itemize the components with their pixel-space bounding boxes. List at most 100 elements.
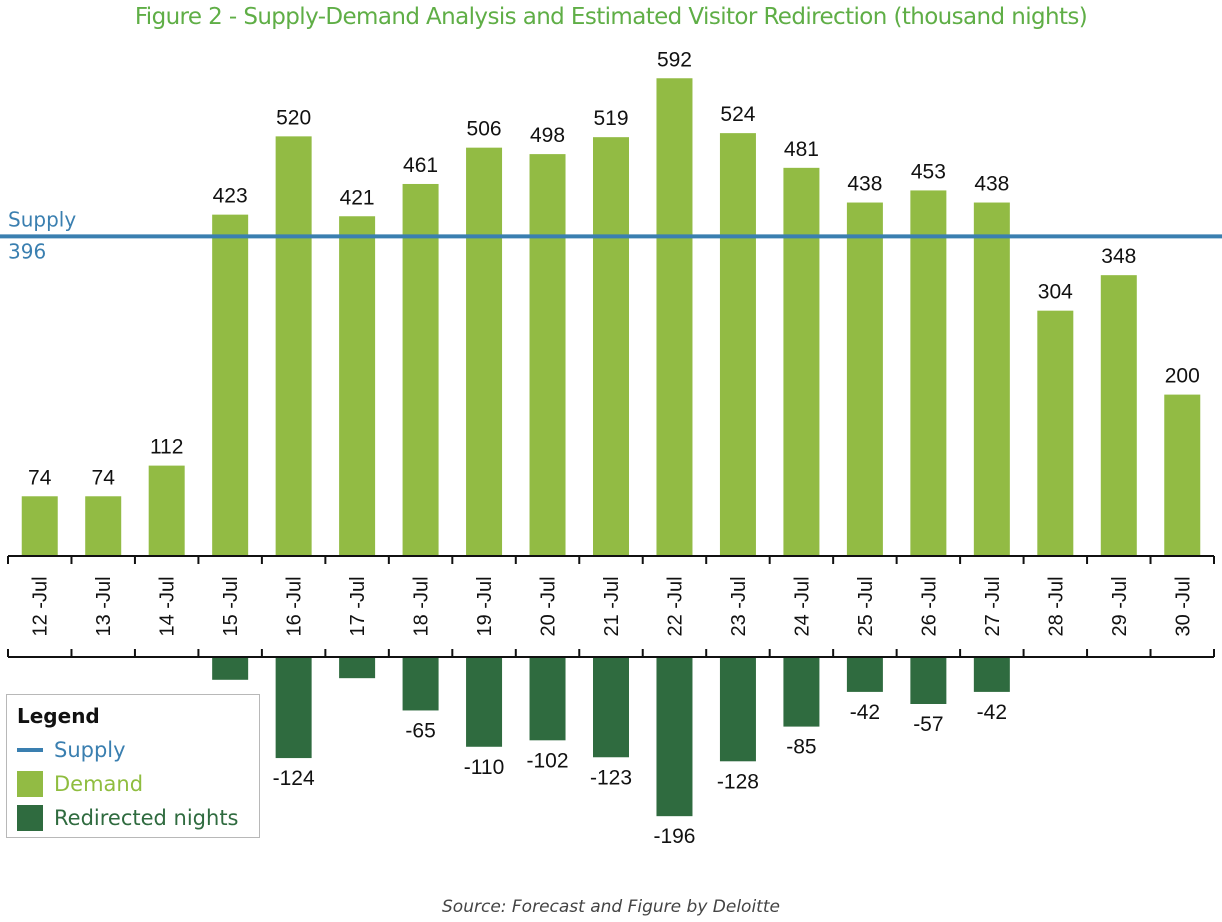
x-tick-label: 30 -Jul	[1172, 576, 1194, 636]
x-tick-label: 18 -Jul	[411, 576, 433, 636]
demand-bar-label: 304	[1038, 281, 1073, 304]
demand-bar	[910, 190, 947, 556]
demand-bar	[466, 147, 503, 556]
demand-bar	[973, 202, 1010, 556]
redirected-bar-label: -102	[527, 749, 569, 772]
demand-bar-label: 481	[784, 138, 819, 161]
source-note: Source: Forecast and Figure by Deloitte	[442, 897, 780, 917]
chart-title: Figure 2 - Supply-Demand Analysis and Es…	[134, 4, 1088, 30]
redirected-bar	[529, 658, 566, 741]
demand-bar	[529, 154, 566, 556]
x-tick-label: 21 -Jul	[601, 576, 623, 636]
redirected-bar	[275, 658, 312, 759]
demand-bar	[1164, 394, 1201, 556]
demand-bar-label: 74	[92, 466, 116, 489]
demand-bar	[846, 202, 883, 556]
demand-bar-label: 453	[911, 160, 946, 183]
redirected-bars: -124 -65 -110 -102 -123 -196 -128 -85 -42 -57 -42	[212, 658, 1010, 848]
redirected-bar	[402, 658, 439, 711]
demand-bar	[339, 216, 376, 557]
x-tick-label: 22 -Jul	[664, 576, 686, 636]
demand-bar-label: 592	[657, 48, 692, 71]
demand-bar-label: 461	[403, 154, 438, 177]
demand-bar	[783, 167, 820, 556]
demand-bar	[402, 183, 439, 556]
demand-bar	[275, 136, 312, 557]
redirected-bar-label: -85	[786, 736, 816, 759]
demand-bar-label: 438	[974, 173, 1009, 196]
demand-bar	[21, 496, 58, 556]
redirected-bar-label: -128	[717, 770, 759, 793]
legend-swatch-redirected	[17, 805, 43, 831]
demand-bar	[593, 137, 629, 557]
demand-bar-label: 421	[340, 186, 375, 209]
redirected-bar	[212, 658, 249, 680]
legend-item-redirected: Redirected nights	[17, 801, 249, 835]
legend-label-supply: Supply	[54, 738, 126, 762]
demand-bars: 74 74 112 423 520 421 461 506 498 519 592 524 481 438…	[21, 48, 1201, 557]
redirected-bar	[339, 658, 376, 679]
x-tick-label: 24 -Jul	[791, 576, 813, 636]
legend-swatch-demand	[17, 771, 43, 797]
redirected-bar	[910, 658, 947, 704]
x-tick-label: 16 -Jul	[284, 576, 306, 636]
demand-bar-label: 524	[720, 103, 755, 126]
redirected-bar-label: -42	[850, 701, 880, 724]
redirected-bar	[656, 658, 693, 817]
x-tick-label: 28 -Jul	[1045, 576, 1067, 636]
demand-bar	[148, 465, 185, 556]
redirected-bar-label: -110	[464, 756, 504, 779]
demand-bar-label: 519	[593, 107, 628, 130]
demand-bar	[719, 133, 756, 556]
supply-line-group: Supply 396	[0, 207, 1222, 263]
x-tick-label: 27 -Jul	[982, 576, 1004, 636]
demand-bar	[85, 496, 122, 556]
demand-bar-label: 112	[150, 436, 183, 459]
x-tick-label: 12 -Jul	[30, 576, 52, 636]
demand-bar-label: 506	[467, 118, 502, 141]
demand-bar-label: 200	[1165, 365, 1200, 388]
redirected-bar	[593, 658, 629, 758]
legend-item-demand: Demand	[17, 767, 249, 801]
demand-bar	[1037, 310, 1074, 556]
demand-bar-label: 520	[276, 106, 311, 129]
legend-label-demand: Demand	[54, 772, 144, 796]
x-tick-label: 23 -Jul	[728, 576, 750, 636]
x-tick-label: 13 -Jul	[93, 576, 115, 636]
redirected-bar-label: -196	[653, 825, 695, 848]
axes: 12 -Jul 13 -Jul 14 -Jul 15 -Jul 16 -Jul 17 -J…	[7, 555, 1215, 658]
legend: Legend Supply Demand Redirected nights	[6, 694, 260, 838]
demand-bar-label: 74	[28, 466, 52, 489]
redirected-bar	[783, 658, 820, 727]
legend-item-supply: Supply	[17, 733, 249, 767]
demand-bar-label: 498	[530, 124, 565, 147]
redirected-bar-label: -57	[913, 713, 943, 736]
redirected-bar-label: -65	[405, 719, 435, 742]
redirected-bar	[466, 658, 503, 747]
redirected-bar	[973, 658, 1010, 692]
legend-title: Legend	[17, 704, 100, 728]
supply-label: Supply	[8, 207, 76, 231]
redirected-bar-label: -42	[977, 701, 1007, 724]
x-tick-label: 14 -Jul	[157, 576, 179, 636]
x-tick-label: 19 -Jul	[474, 576, 496, 636]
x-tick-label: 25 -Jul	[855, 576, 877, 636]
x-tick-label: 15 -Jul	[220, 576, 242, 636]
redirected-bar-label: -124	[273, 767, 315, 790]
legend-label-redirected: Redirected nights	[54, 806, 239, 830]
demand-bar-label: 423	[213, 185, 248, 208]
legend-swatch-supply	[17, 748, 43, 752]
redirected-bar	[719, 658, 756, 762]
x-tick-label: 17 -Jul	[347, 576, 369, 636]
demand-bar	[212, 214, 249, 557]
redirected-bar	[846, 658, 883, 692]
x-tick-label: 26 -Jul	[918, 576, 940, 636]
x-tick-label: 20 -Jul	[538, 576, 560, 636]
demand-bar	[1100, 275, 1137, 556]
demand-bar-label: 348	[1101, 245, 1136, 268]
demand-bar	[656, 78, 693, 557]
demand-bar-label: 438	[847, 173, 882, 196]
x-tick-label: 29 -Jul	[1109, 576, 1131, 636]
redirected-bar-label: -123	[590, 766, 632, 789]
